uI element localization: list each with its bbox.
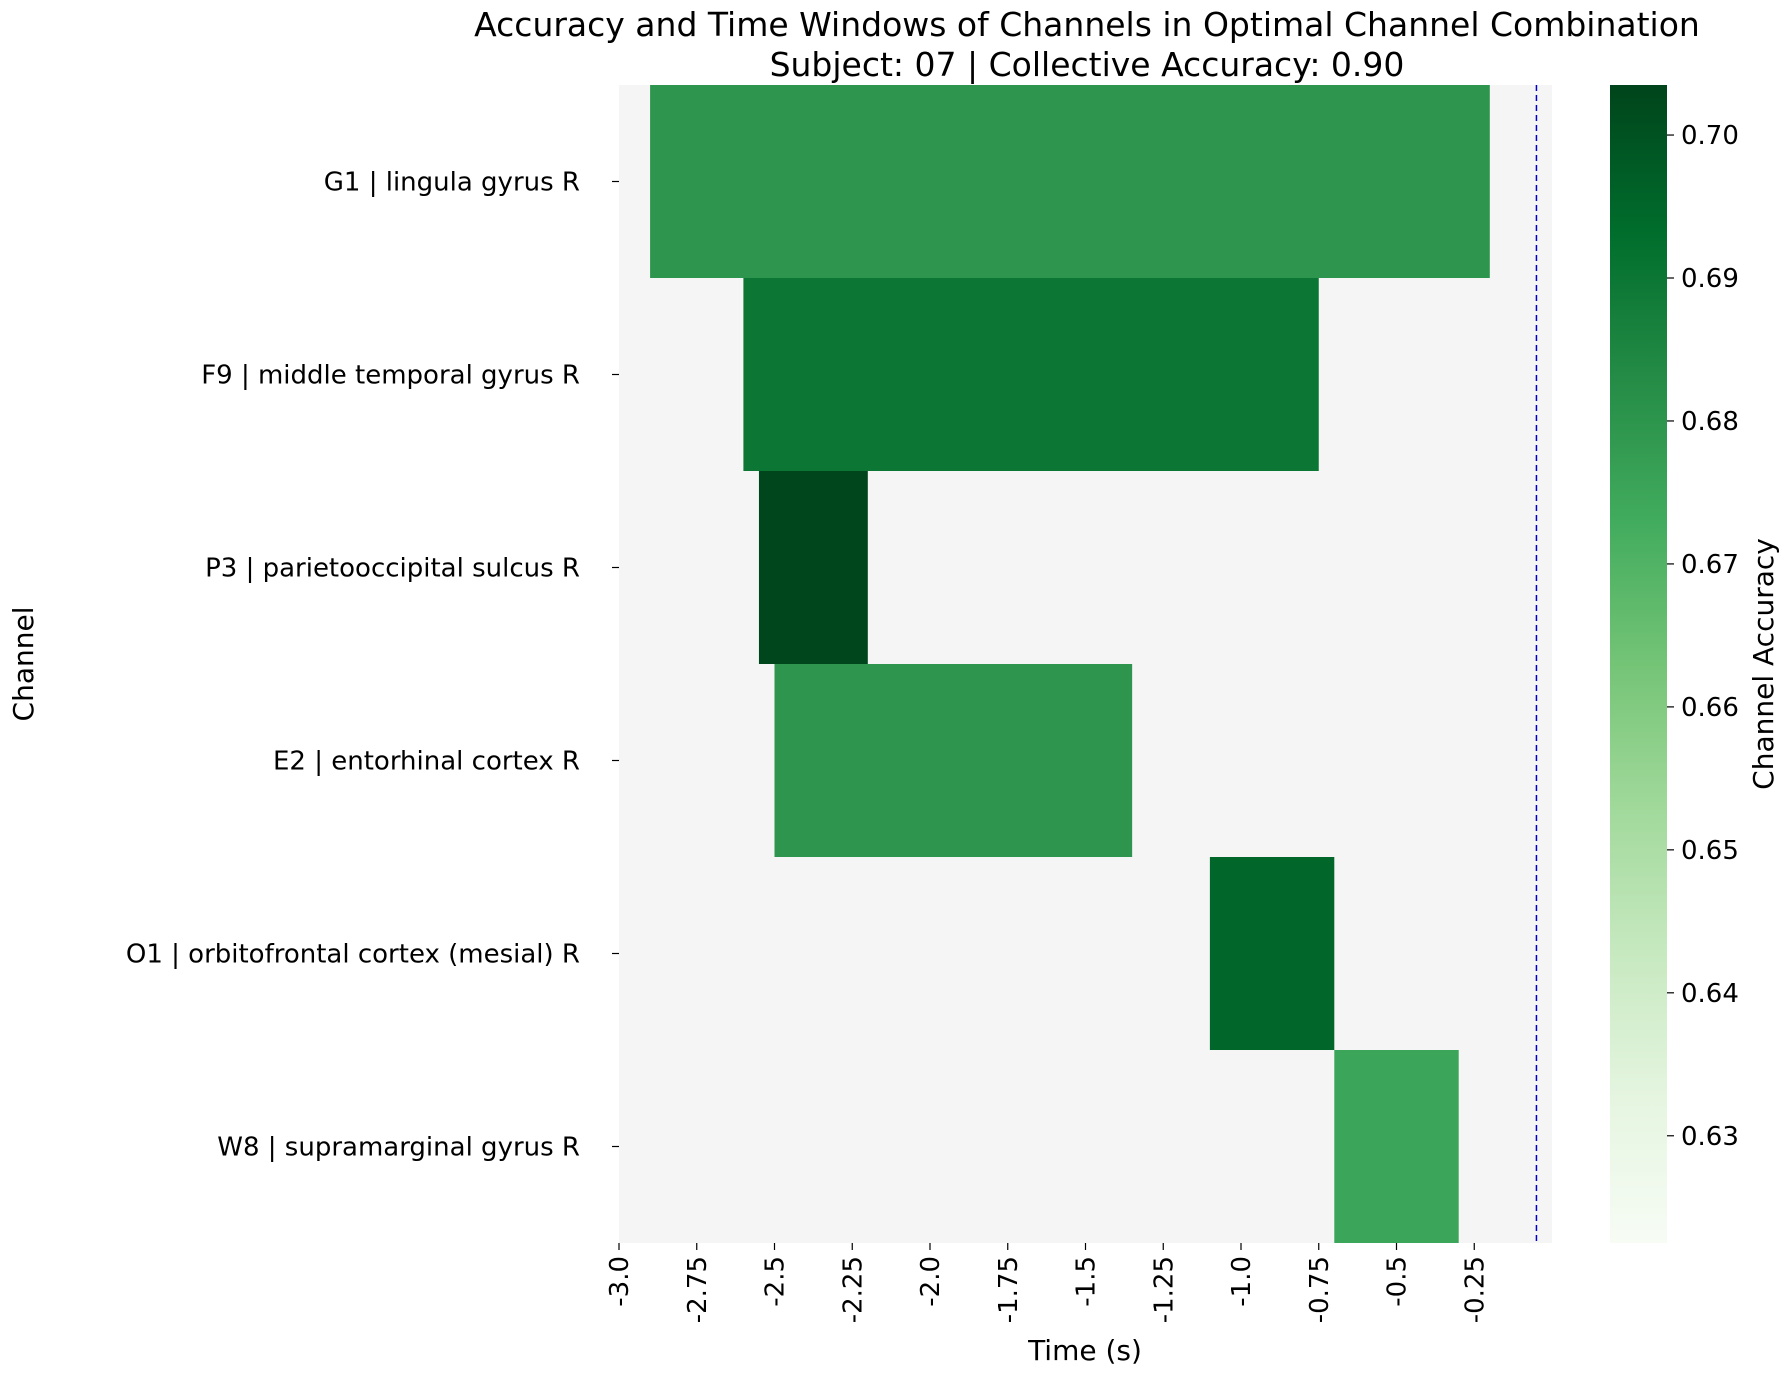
- colorbar-tick-label: 0.64: [1681, 979, 1739, 1009]
- x-tick-label: -0.75: [1305, 1256, 1335, 1323]
- heatmap-cell-row-1: [650, 85, 1490, 278]
- x-tick-label: -2.0: [916, 1256, 946, 1307]
- chart-subtitle: Subject: 07 | Collective Accuracy: 0.90: [770, 45, 1405, 84]
- colorbar-tick-label: 0.69: [1681, 264, 1739, 294]
- y-tick-label: W8 | supramarginal gyrus R: [217, 1133, 580, 1163]
- y-tick-labels: G1 | lingula gyrus R F9 | middle temporal…: [126, 168, 619, 1163]
- heatmap-cell-row-6: [1334, 1050, 1459, 1243]
- y-tick-label: O1 | orbitofrontal cortex (mesial) R: [126, 940, 580, 970]
- x-tick-label: -2.5: [761, 1256, 791, 1307]
- heatmap-cell-row-3: [758, 471, 868, 664]
- x-tick-label: -3.0: [605, 1256, 635, 1307]
- y-tick-label: P3 | parietooccipital sulcus R: [205, 554, 580, 584]
- colorbar: [1610, 85, 1667, 1243]
- colorbar-tick-label: 0.70: [1681, 121, 1739, 151]
- y-tick-label: F9 | middle temporal gyrus R: [201, 361, 580, 391]
- y-axis-label: Channel: [7, 607, 40, 722]
- x-tick-label: -1.5: [1072, 1256, 1102, 1307]
- colorbar-tick-label: 0.66: [1681, 693, 1739, 723]
- colorbar-label: Channel Accuracy: [1747, 538, 1780, 790]
- x-tick-label: -0.5: [1383, 1256, 1413, 1307]
- colorbar-tick-label: 0.68: [1681, 407, 1739, 437]
- x-tick-label: -0.25: [1460, 1256, 1490, 1323]
- heatmap-cell-row-2: [743, 278, 1319, 471]
- x-ticks: -3.0 -2.75 -2.5 -2.25 -2.0 -1.75 -1.5 -1.25 -1.0…: [605, 1243, 1490, 1323]
- x-tick-label: -2.25: [838, 1256, 868, 1323]
- heatmap-cells: [650, 85, 1490, 1243]
- colorbar-tick-label: 0.63: [1681, 1122, 1739, 1152]
- x-tick-label: -1.0: [1227, 1256, 1257, 1307]
- x-axis-label: Time (s): [1027, 1334, 1142, 1367]
- y-tick-label: G1 | lingula gyrus R: [324, 168, 580, 198]
- colorbar-ticks: 0.63 0.64 0.65 0.66 0.67 0.68 0.69 0.70: [1667, 121, 1739, 1152]
- x-tick-label: -1.25: [1149, 1256, 1179, 1323]
- x-tick-label: -1.75: [994, 1256, 1024, 1323]
- x-tick-label: -2.75: [683, 1256, 713, 1323]
- chart-title: Accuracy and Time Windows of Channels in…: [474, 5, 1700, 44]
- y-tick-label: E2 | entorhinal cortex R: [273, 747, 580, 777]
- colorbar-tick-label: 0.67: [1681, 550, 1739, 580]
- colorbar-tick-label: 0.65: [1681, 836, 1739, 866]
- heatmap-cell-row-5: [1209, 857, 1335, 1050]
- heatmap-cell-row-4: [774, 664, 1133, 857]
